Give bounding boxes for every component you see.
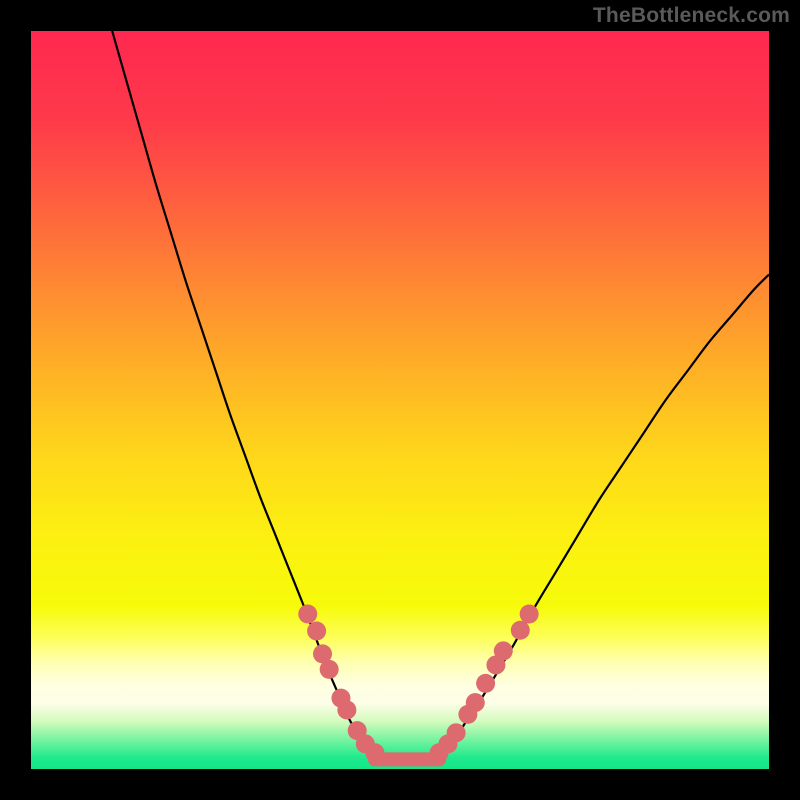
- gradient-plot: [31, 31, 769, 769]
- chart-stage: TheBottleneck.com: [0, 0, 800, 800]
- marker-left-5: [337, 700, 356, 719]
- bottleneck-chart: [0, 0, 800, 800]
- marker-left-0: [298, 605, 317, 624]
- marker-right-8: [511, 621, 530, 640]
- marker-right-9: [520, 605, 539, 624]
- marker-left-3: [320, 660, 339, 679]
- watermark-text: TheBottleneck.com: [593, 4, 790, 28]
- marker-left-8: [365, 743, 384, 762]
- marker-right-4: [466, 693, 485, 712]
- marker-right-2: [447, 723, 466, 742]
- marker-right-5: [476, 674, 495, 693]
- marker-right-7: [494, 641, 513, 660]
- marker-left-1: [307, 621, 326, 640]
